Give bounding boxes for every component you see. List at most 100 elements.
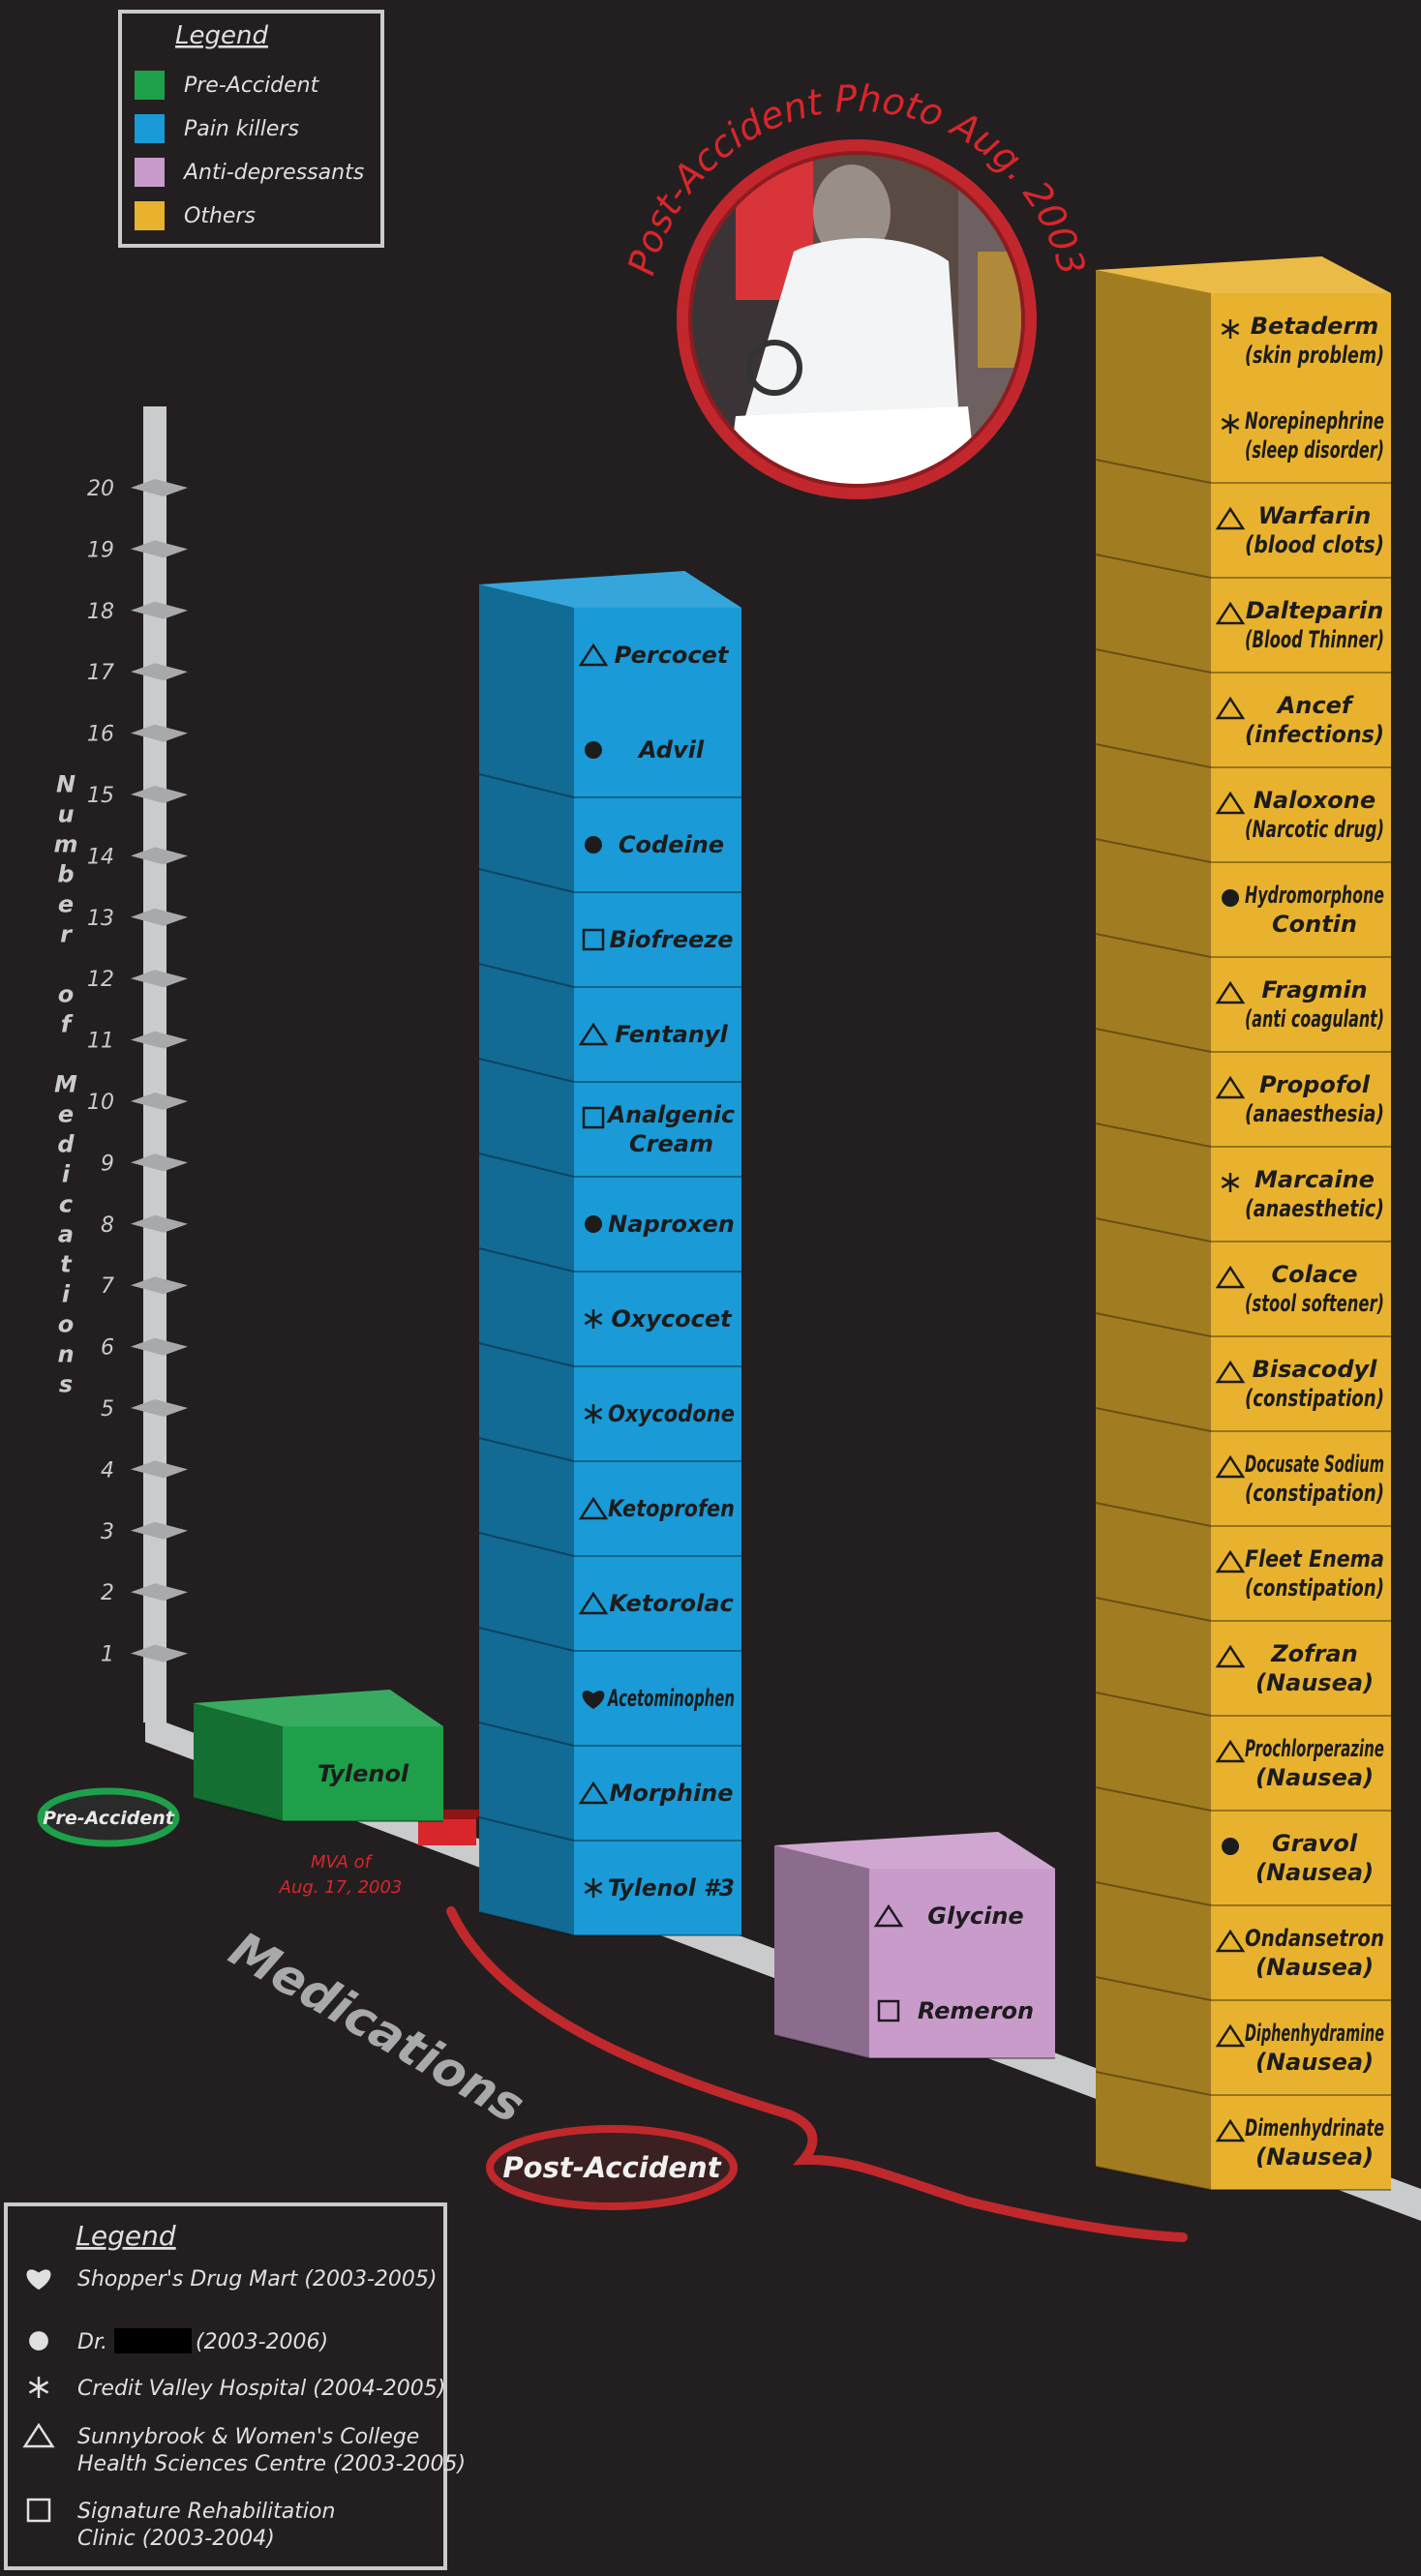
y-tick-label: 6 (101, 1336, 114, 1361)
symbol-asterisk (584, 1407, 603, 1421)
block-edge (478, 868, 575, 893)
block-edge (478, 1627, 575, 1652)
legend-swatch (135, 158, 165, 187)
block-label: Codeine (619, 831, 724, 858)
y-tick-label: 11 (87, 1030, 114, 1054)
source-legend-label: Dr. (77, 2330, 107, 2354)
block-edge (1095, 1312, 1212, 1337)
y-tick-label: 7 (101, 1274, 114, 1299)
source-legend-label: Shopper's Drug Mart (2003-2005) (77, 2267, 437, 2291)
y-tick-label: 16 (87, 723, 114, 747)
block-edge (478, 1722, 575, 1747)
symbol-triangle (1215, 1549, 1246, 1573)
source-legend: Shopper's Drug Mart (2003-2005) Dr. (2003-… (22, 2267, 466, 2551)
block-edge (478, 1247, 575, 1273)
symbol-asterisk (1221, 1176, 1240, 1189)
source-legend-label: Health Sciences Centre (2003-2005) (77, 2452, 466, 2476)
y-tick (131, 1460, 188, 1479)
symbol-triangle (1215, 2023, 1246, 2048)
block-label: (anaesthesia) (1245, 1100, 1384, 1127)
block-label: (constipation) (1245, 1480, 1384, 1507)
block-edge (1095, 1217, 1212, 1243)
y-tick (131, 1399, 188, 1417)
block-label: Marcaine (1255, 1166, 1375, 1193)
symbol-circle (1222, 889, 1239, 907)
mva-marker (418, 1819, 476, 1845)
block-edge (1095, 1028, 1212, 1053)
block-label: Bisacodyl (1253, 1356, 1378, 1383)
pre-accident-badge (37, 1787, 180, 1847)
block-label: Percocet (615, 642, 730, 669)
block-label: Fentanyl (615, 1021, 728, 1048)
x-axis-label: Medications (220, 1921, 533, 2135)
mva-label: Aug. 17, 2003 (279, 1877, 403, 1898)
block-edge (478, 1911, 575, 1936)
symbol-triangle (1215, 980, 1246, 1004)
block-edge (1095, 1881, 1212, 1906)
block-edge (478, 1342, 575, 1367)
symbol-triangle (1215, 2118, 1246, 2142)
y-tick (131, 847, 188, 865)
block-edge (478, 1153, 575, 1178)
block-label: (infections) (1245, 721, 1384, 748)
y-tick (131, 1031, 188, 1049)
source-legend-label: Credit Valley Hospital (2004-2005) (77, 2377, 445, 2401)
block-label: Ketorolac (609, 1590, 734, 1617)
mva-label: MVA of (311, 1852, 374, 1872)
block-edge (1095, 554, 1212, 579)
y-tick-label: 20 (87, 477, 114, 501)
legend-swatch (135, 71, 165, 100)
block-label: Acetominophen (607, 1685, 735, 1712)
block-label: (Nausea) (1255, 2143, 1374, 2171)
symbol-triangle (578, 643, 609, 667)
block-label: (anti coagulant) (1245, 1005, 1384, 1033)
block-label: Morphine (609, 1780, 733, 1807)
source-legend-box (4, 2202, 447, 2570)
bar-side-shade (774, 1845, 869, 2058)
y-tick (131, 1153, 188, 1172)
block-edge (478, 1437, 575, 1462)
symbol-square (26, 2498, 51, 2523)
bar-top-shade (479, 571, 741, 608)
source-legend-title: Legend (76, 2220, 176, 2252)
block-label: (Nausea) (1255, 1669, 1374, 1696)
y-tick (131, 1337, 188, 1356)
block-edge (478, 1816, 575, 1842)
block-label: Naproxen (608, 1211, 735, 1238)
block-label: Colace (1271, 1261, 1357, 1288)
symbol-triangle (1215, 1644, 1246, 1668)
y-tick-label: 12 (87, 968, 114, 992)
y-axis (143, 406, 166, 1722)
y-tick-label: 13 (87, 907, 114, 931)
block-label: Ancef (1276, 692, 1354, 719)
y-tick (131, 1093, 188, 1110)
block-label: (Nausea) (1255, 2049, 1374, 2076)
block-label: Fragmin (1261, 976, 1367, 1003)
y-tick-label: 15 (87, 784, 114, 808)
bar-side (774, 1845, 869, 2058)
block-edge (1095, 1786, 1212, 1812)
symbol-triangle (873, 1903, 904, 1928)
block-label: Oxycodone (608, 1400, 735, 1427)
block-edge (478, 963, 575, 988)
y-tick-label: 10 (87, 1091, 114, 1115)
block-label: Gravol (1272, 1830, 1358, 1857)
symbol-triangle (578, 1781, 609, 1805)
symbol-triangle (1215, 791, 1246, 815)
block-label: (anaesthetic) (1245, 1195, 1384, 1222)
post-accident-brace (446, 1906, 1188, 2242)
block-label: Oxycocet (611, 1305, 733, 1333)
bar-side (194, 1703, 283, 1821)
block-label: (Nausea) (1255, 1764, 1374, 1791)
block-label: (Nausea) (1255, 1859, 1374, 1886)
symbol-circle (585, 836, 602, 854)
block-label: Remeron (918, 1997, 1034, 2024)
y-tick-label: 19 (87, 538, 114, 562)
symbol-square (582, 928, 605, 951)
block-edge (478, 1058, 575, 1083)
bar-top (1096, 256, 1391, 293)
y-tick (131, 786, 188, 803)
y-tick (131, 1214, 188, 1233)
